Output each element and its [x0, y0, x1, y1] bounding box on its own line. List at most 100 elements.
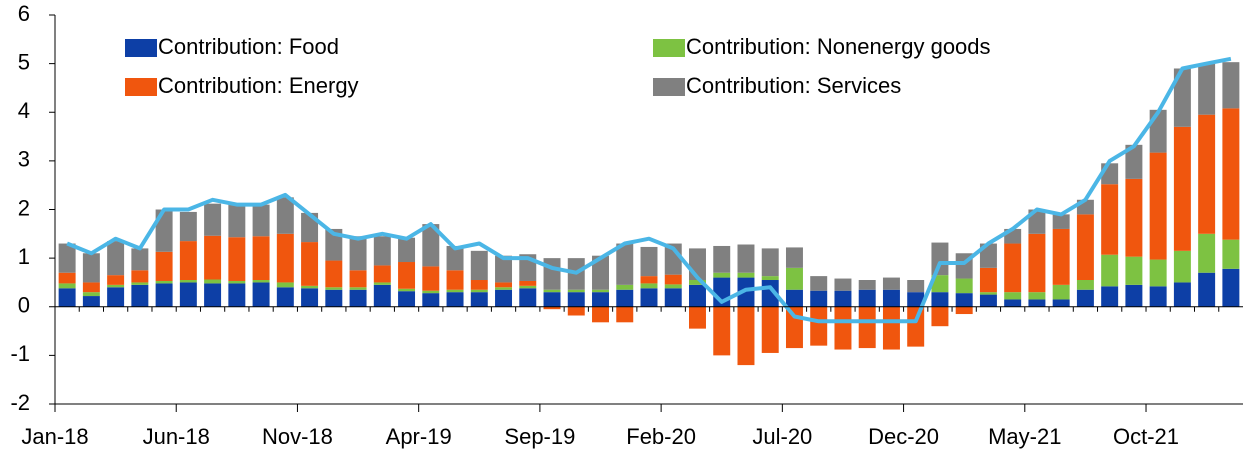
- bar-segment: [1076, 214, 1094, 281]
- x-tick-label: Apr-19: [386, 424, 452, 449]
- bar-segment: [834, 290, 852, 307]
- bar-segment: [252, 236, 270, 281]
- bar-segment: [495, 282, 513, 288]
- bar-segment: [1222, 62, 1240, 109]
- bar-segment: [398, 288, 416, 292]
- bar-segment: [276, 233, 294, 283]
- bar-segment: [664, 284, 682, 289]
- bar-segment: [131, 284, 149, 307]
- bar-segment: [689, 280, 706, 285]
- legend-swatch: [653, 39, 685, 57]
- bar-segment: [979, 292, 997, 295]
- bar-segment: [1028, 292, 1046, 300]
- legend-swatch: [125, 78, 157, 96]
- bar-segment: [228, 280, 246, 284]
- bar-segment: [1198, 114, 1216, 234]
- bar-segment: [470, 292, 488, 307]
- y-tick-label: -1: [10, 341, 30, 366]
- x-tick-label: Nov-18: [262, 424, 333, 449]
- legend-swatch: [125, 39, 157, 57]
- bar-segment: [616, 284, 634, 290]
- bar-segment: [640, 246, 658, 277]
- bar-segment: [58, 288, 76, 307]
- bar-segment: [1004, 292, 1022, 300]
- bar-segment: [979, 294, 997, 307]
- bar-segment: [131, 282, 149, 285]
- bar-segment: [422, 224, 440, 267]
- bar-segment: [1101, 184, 1119, 255]
- x-tick-label: Sep-19: [504, 424, 575, 449]
- bar-segment: [1149, 152, 1167, 260]
- bar-segment: [834, 278, 852, 291]
- bar-segment: [519, 285, 537, 289]
- bar-segment: [1076, 280, 1094, 290]
- bar-segment: [931, 242, 949, 276]
- bar-segment: [592, 292, 609, 307]
- bar-segment: [155, 280, 173, 284]
- y-tick-label: 6: [18, 1, 30, 26]
- bar-segment: [882, 277, 900, 290]
- bar-segment: [1052, 284, 1070, 300]
- bar-segment: [931, 306, 949, 327]
- bar-segment: [955, 278, 973, 294]
- bar-segment: [398, 237, 416, 263]
- bar-segment: [592, 306, 609, 323]
- bar-segment: [955, 306, 973, 315]
- bar-segment: [373, 265, 391, 283]
- bar-segment: [1222, 268, 1240, 307]
- bar-segment: [907, 292, 925, 307]
- bar-segment: [301, 242, 319, 286]
- bar-segment: [1125, 284, 1143, 307]
- bar-segment: [155, 251, 173, 281]
- bar-segment: [543, 289, 561, 293]
- bar-segment: [1028, 209, 1046, 234]
- bar-segment: [470, 289, 488, 293]
- bar-segment: [616, 289, 634, 307]
- bar-segment: [58, 272, 76, 284]
- legend-label: Contribution: Food: [158, 34, 339, 59]
- bar-segment: [349, 236, 367, 271]
- bar-segment: [398, 291, 416, 307]
- bar-segment: [882, 289, 900, 307]
- bar-segment: [1052, 228, 1070, 285]
- bar-segment: [204, 279, 222, 284]
- bar-segment: [737, 277, 755, 307]
- bar-segment: [519, 288, 537, 307]
- bar-segment: [325, 260, 343, 288]
- bar-segment: [810, 306, 828, 346]
- bar-segment: [689, 284, 706, 307]
- y-tick-label: 4: [18, 98, 30, 123]
- bar-segment: [325, 289, 343, 307]
- bar-segment: [446, 270, 464, 290]
- y-tick-label: -2: [10, 390, 30, 415]
- bar-segment: [179, 211, 197, 242]
- bar-segment: [82, 282, 100, 293]
- bar-segment: [785, 306, 803, 349]
- bar-segment: [446, 292, 464, 307]
- bar-segment: [810, 290, 828, 307]
- bar-segment: [713, 272, 731, 278]
- bar-segment: [470, 280, 488, 290]
- bar-segment: [543, 292, 561, 307]
- bar-segment: [1004, 243, 1022, 293]
- bar-segment: [761, 248, 779, 277]
- bar-segment: [592, 289, 609, 293]
- bar-segment: [204, 235, 222, 280]
- bar-segment: [1198, 272, 1216, 307]
- bar-segment: [58, 283, 76, 289]
- bar-segment: [179, 241, 197, 281]
- bar-segment: [252, 282, 270, 307]
- bar-segment: [349, 289, 367, 307]
- bar-segment: [1076, 289, 1094, 307]
- bar-segment: [228, 204, 246, 238]
- bar-segment: [276, 287, 294, 307]
- x-tick-label: Jan-18: [21, 424, 88, 449]
- bar-segment: [58, 243, 76, 273]
- bar-segment: [179, 282, 197, 307]
- bar-segment: [422, 290, 440, 294]
- bar-segment: [107, 275, 125, 285]
- bar-segment: [543, 258, 561, 290]
- bar-segment: [155, 283, 173, 307]
- bar-segment: [82, 292, 100, 297]
